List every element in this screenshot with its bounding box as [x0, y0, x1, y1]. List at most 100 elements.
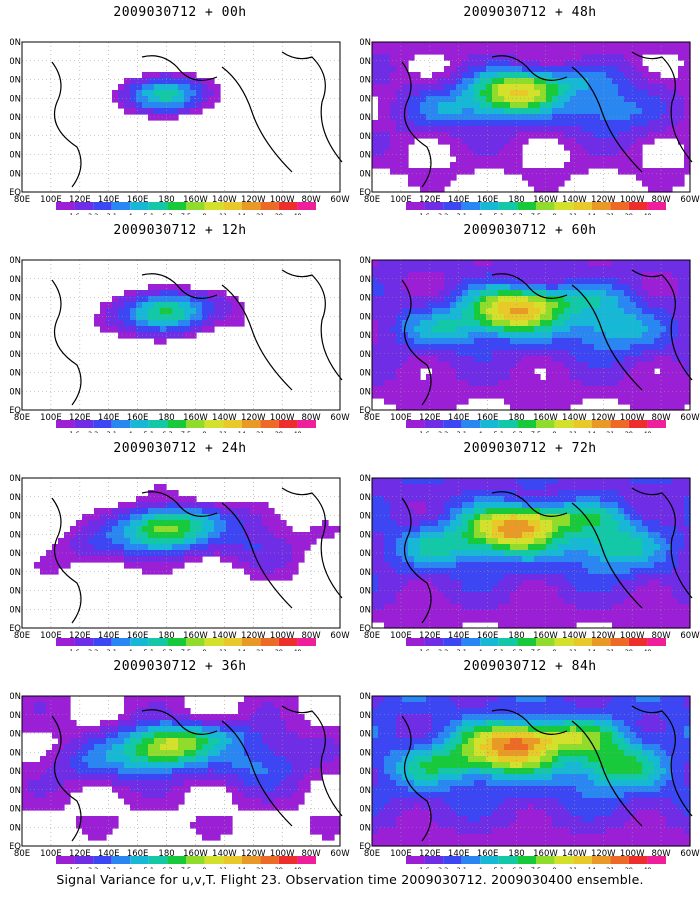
- field-cell: [196, 308, 203, 315]
- field-cell: [468, 538, 475, 545]
- field-cell: [528, 296, 535, 303]
- field-cell: [504, 278, 511, 285]
- field-cell: [450, 326, 457, 333]
- field-cell: [124, 538, 131, 545]
- field-cell: [480, 272, 487, 279]
- field-cell: [636, 610, 643, 617]
- field-cell: [456, 42, 463, 49]
- field-cell: [390, 538, 397, 545]
- field-cell: [678, 502, 685, 509]
- colorbar-label: 5.1: [494, 212, 504, 215]
- field-cell: [648, 574, 655, 581]
- field-cell: [456, 90, 463, 97]
- field-cell: [438, 302, 445, 309]
- field-cell: [576, 272, 583, 279]
- field-cell: [390, 550, 397, 557]
- field-cell: [444, 526, 451, 533]
- field-cell: [564, 562, 571, 569]
- field-cell: [462, 610, 469, 617]
- field-cell: [558, 60, 565, 67]
- field-cell: [504, 120, 511, 127]
- field-cell: [534, 350, 541, 357]
- field-cell: [612, 556, 619, 563]
- field-cell: [438, 580, 445, 587]
- field-cell: [540, 526, 547, 533]
- field-cell: [558, 84, 565, 91]
- field-cell: [396, 562, 403, 569]
- field-cell: [28, 780, 35, 787]
- field-cell: [438, 350, 445, 357]
- field-cell: [636, 60, 643, 67]
- field-cell: [492, 386, 499, 393]
- field-cell: [250, 556, 257, 563]
- field-cell: [576, 162, 583, 169]
- field-cell: [630, 622, 637, 629]
- field-cell: [154, 490, 161, 497]
- y-tick-label: 50N: [360, 530, 371, 540]
- field-cell: [540, 556, 547, 563]
- field-cell: [384, 66, 391, 73]
- field-cell: [480, 126, 487, 133]
- field-cell: [672, 580, 679, 587]
- field-cell: [426, 490, 433, 497]
- y-tick-label: 60N: [10, 294, 21, 304]
- field-cell: [648, 186, 655, 193]
- field-cell: [582, 484, 589, 491]
- field-cell: [94, 828, 101, 835]
- field-cell: [564, 162, 571, 169]
- field-cell: [630, 616, 637, 623]
- x-tick-label: 100E: [40, 631, 62, 641]
- field-cell: [372, 296, 379, 303]
- field-cell: [528, 302, 535, 309]
- colorbar-label: 29: [625, 212, 633, 215]
- field-cell: [220, 314, 227, 321]
- field-cell: [64, 562, 71, 569]
- field-cell: [178, 84, 185, 91]
- field-cell: [498, 392, 505, 399]
- field-cell: [372, 478, 379, 485]
- field-cell: [510, 84, 517, 91]
- field-cell: [534, 592, 541, 599]
- field-cell: [588, 54, 595, 61]
- field-cell: [516, 386, 523, 393]
- field-cell: [70, 526, 77, 533]
- field-cell: [408, 592, 415, 599]
- field-cell: [516, 478, 523, 485]
- field-cell: [438, 108, 445, 115]
- field-cell: [142, 514, 149, 521]
- field-cell: [678, 278, 685, 285]
- field-cell: [516, 48, 523, 55]
- field-cell: [244, 508, 251, 515]
- x-tick-label: 120W: [241, 195, 266, 205]
- field-cell: [564, 404, 571, 411]
- y-tick-label: 30N: [10, 568, 21, 578]
- field-cell: [304, 532, 311, 539]
- field-cell: [528, 126, 535, 133]
- field-cell: [420, 174, 427, 181]
- field-cell: [498, 368, 505, 375]
- colorbar-swatch: [167, 202, 186, 210]
- field-cell: [396, 604, 403, 611]
- field-cell: [630, 150, 637, 157]
- field-cell: [480, 48, 487, 55]
- field-cell: [648, 114, 655, 121]
- field-cell: [462, 266, 469, 273]
- field-cell: [540, 514, 547, 521]
- field-cell: [390, 490, 397, 497]
- field-cell: [474, 102, 481, 109]
- field-cell: [588, 490, 595, 497]
- field-cell: [88, 834, 95, 841]
- field-cell: [100, 514, 107, 521]
- colorbar-label: 7.5: [531, 430, 541, 433]
- field-cell: [630, 54, 637, 61]
- field-cell: [142, 496, 149, 503]
- field-cell: [432, 174, 439, 181]
- field-cell: [402, 398, 409, 405]
- map-background: [22, 42, 340, 192]
- field-cell: [564, 132, 571, 139]
- field-cell: [588, 526, 595, 533]
- field-cell: [618, 278, 625, 285]
- field-cell: [654, 332, 661, 339]
- field-cell: [88, 544, 95, 551]
- field-cell: [552, 544, 559, 551]
